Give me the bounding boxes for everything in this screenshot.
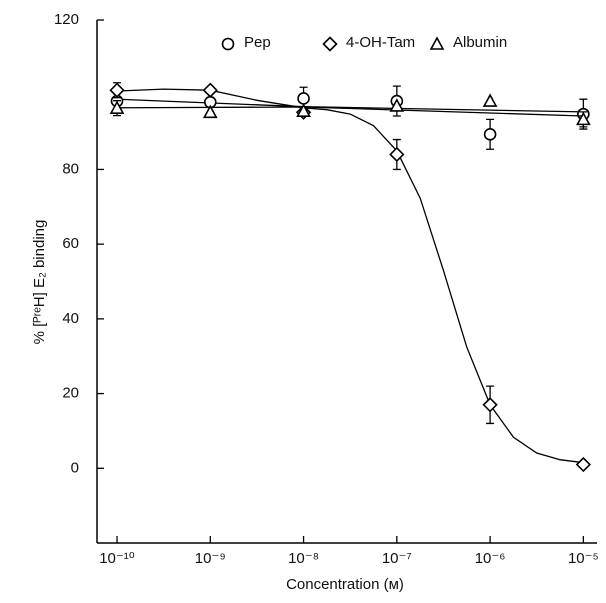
x-tick-label: 10⁻¹⁰ <box>99 550 135 567</box>
legend-marker <box>429 36 445 50</box>
legend-label: 4-OH-Tam <box>346 34 415 51</box>
x-tick-label: 10⁻⁸ <box>288 550 319 567</box>
x-tick-label: 10⁻⁵ <box>568 550 599 567</box>
data-point <box>109 100 125 114</box>
data-point <box>482 93 498 107</box>
legend-label: Pep <box>244 34 271 51</box>
x-tick-label: 10⁻⁷ <box>382 550 412 567</box>
fit-curve <box>116 98 584 113</box>
data-point <box>576 111 591 126</box>
x-tick-label: 10⁻⁹ <box>195 550 226 567</box>
data-point <box>483 128 497 141</box>
legend-marker <box>221 37 235 51</box>
legend-label: Albumin <box>453 34 507 51</box>
data-point <box>389 98 405 112</box>
data-point <box>109 82 125 98</box>
data-point <box>575 456 592 473</box>
y-tick-label: 80 <box>62 160 79 177</box>
x-axis-label: Concentration (ᴍ) <box>286 576 404 593</box>
fit-curve <box>116 88 584 464</box>
y-axis-label: % [ᴾʳᵉH] E₂ binding <box>31 220 48 345</box>
legend-marker <box>322 36 338 52</box>
y-tick-label: 120 <box>54 11 79 28</box>
data-point <box>202 82 218 98</box>
y-tick-label: 60 <box>62 235 79 252</box>
data-point <box>296 103 311 117</box>
data-point <box>389 146 405 163</box>
data-point <box>482 397 498 413</box>
y-tick-label: 0 <box>71 459 79 476</box>
data-point <box>202 104 218 119</box>
y-tick-label: 20 <box>62 385 79 402</box>
y-tick-label: 40 <box>62 310 79 327</box>
data-point <box>297 92 310 105</box>
x-tick-label: 10⁻⁶ <box>475 550 506 567</box>
